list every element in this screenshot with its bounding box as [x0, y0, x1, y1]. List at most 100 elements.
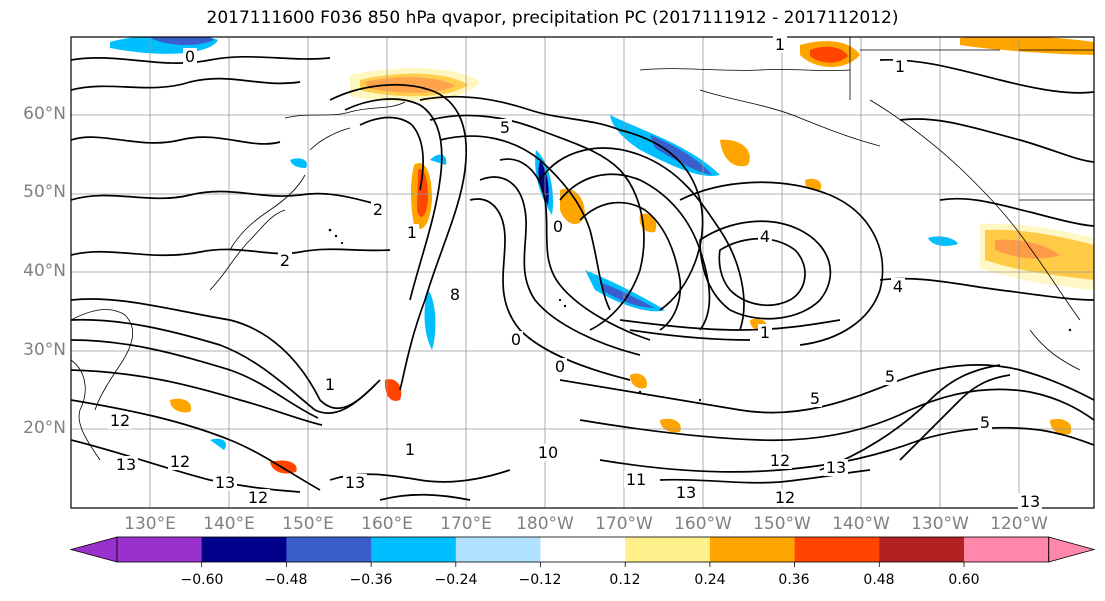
contour-label: 1 [775, 35, 785, 54]
contour-label-bg [278, 252, 292, 269]
colorbar-tick-label: 0.24 [694, 572, 726, 588]
contour-label: 1 [405, 440, 415, 459]
contour-label-bg [114, 456, 138, 473]
contour-label: 12 [775, 488, 795, 507]
contour-label: 1 [895, 57, 905, 76]
colorbar [69, 536, 1096, 567]
lon-label-140e: 140°E [203, 514, 255, 534]
contour-label: 2 [373, 200, 383, 219]
contour-label-bg [323, 376, 337, 393]
colorbar-swatch [879, 537, 965, 562]
contour-label: 8 [450, 285, 460, 304]
shading-layer [110, 37, 1094, 474]
contour-label-bg [183, 48, 197, 65]
contour-label-bg [371, 201, 385, 218]
contour-label-bg [536, 444, 560, 461]
colorbar-swatch [286, 537, 372, 562]
island-dots [328, 228, 1072, 402]
contour-label: 5 [810, 389, 820, 408]
contour-label: 5 [885, 367, 895, 386]
contour-label: 12 [110, 411, 130, 430]
contour-label-bg [773, 36, 787, 53]
graticule [71, 37, 1094, 508]
colorbar-tick-label: 0.12 [609, 572, 641, 588]
lon-label-150e: 150°E [282, 514, 334, 534]
contour-label-bg [168, 453, 192, 470]
colorbar-swatch [625, 537, 711, 562]
contour-label-bg [108, 412, 132, 429]
contour-label-bg [405, 224, 419, 241]
contour-label: 12 [248, 488, 268, 507]
colorbar-tick-label: −0.12 [518, 572, 562, 588]
lon-label-180w: 180°W [516, 514, 574, 534]
lon-label-130w: 130°W [911, 514, 969, 534]
colorbar-swatch [371, 537, 457, 562]
contour-label: 0 [185, 47, 195, 66]
contour-label-bg [1018, 493, 1042, 510]
contour-label: 13 [116, 455, 136, 474]
colorbar-tick-label: 0.48 [863, 572, 895, 588]
contour-label-bg [553, 358, 567, 375]
contour-label-bg [773, 489, 797, 506]
lon-label-130e: 130°E [124, 514, 176, 534]
lat-label-20n: 20°N [23, 418, 66, 438]
contour-label-bg [758, 228, 772, 245]
contour-label-bg [246, 489, 270, 506]
colorbar-tick-label: −0.60 [180, 572, 224, 588]
contour-label: 13 [345, 473, 365, 492]
lon-label-170w: 170°W [595, 514, 653, 534]
contour-label-bg [343, 474, 367, 491]
colorbar-swatch [117, 537, 203, 562]
colorbar-extension-left [69, 536, 118, 563]
colorbar-tick-label: 0.36 [778, 572, 810, 588]
colorbar-tick-label: 0.60 [948, 572, 980, 588]
contour-layer [71, 55, 1094, 501]
contour-label: 4 [893, 277, 903, 296]
colorbar-swatch [964, 537, 1050, 562]
contour-label-bg [498, 119, 512, 136]
contour-label: 0 [553, 217, 563, 236]
colorbar-tick-label: −0.48 [264, 572, 308, 588]
contour-label: 1 [760, 323, 770, 342]
lat-label-60n: 60°N [23, 104, 66, 124]
colorbar-frame [116, 536, 1050, 563]
contour-label: 5 [500, 118, 510, 137]
lon-label-120w: 120°W [990, 514, 1048, 534]
contour-label: 13 [215, 473, 235, 492]
contour-label-bg [758, 324, 772, 341]
lon-label-160w: 160°W [674, 514, 732, 534]
lon-label-170e: 170°E [440, 514, 492, 534]
coastlines [71, 37, 1094, 461]
colorbar-swatch [794, 537, 880, 562]
contour-label-bg [891, 278, 905, 295]
lon-label-150w: 150°W [753, 514, 811, 534]
contour-label-bg [883, 368, 897, 385]
contour-label: 0 [555, 357, 565, 376]
contour-label-bg [624, 471, 648, 488]
lon-label-140w: 140°W [832, 514, 890, 534]
contour-label: 11 [626, 470, 646, 489]
contour-label: 4 [760, 227, 770, 246]
lat-label-30n: 30°N [23, 340, 66, 360]
colorbar-extension-right [1048, 536, 1096, 563]
contour-label-bg [213, 474, 237, 491]
contour-label: 13 [826, 458, 846, 477]
contour-label: 5 [980, 413, 990, 432]
contour-label-bg [674, 484, 698, 501]
contour-label: 12 [770, 451, 790, 470]
contour-label: 12 [170, 452, 190, 471]
contour-label-bg [551, 218, 565, 235]
colorbar-swatch [709, 537, 796, 562]
contour-label: 13 [676, 483, 696, 502]
colorbar-tick-label: −0.24 [434, 572, 478, 588]
map-title: 2017111600 F036 850 hPa qvapor, precipit… [206, 8, 899, 28]
contour-label: 1 [325, 375, 335, 394]
colorbar-swatch [540, 537, 626, 562]
contour-label-bg [768, 452, 792, 469]
colorbar-swatch [201, 537, 287, 562]
contour-label: 1 [407, 223, 417, 242]
contour-label: 0 [511, 330, 521, 349]
colorbar-swatch [455, 537, 541, 562]
